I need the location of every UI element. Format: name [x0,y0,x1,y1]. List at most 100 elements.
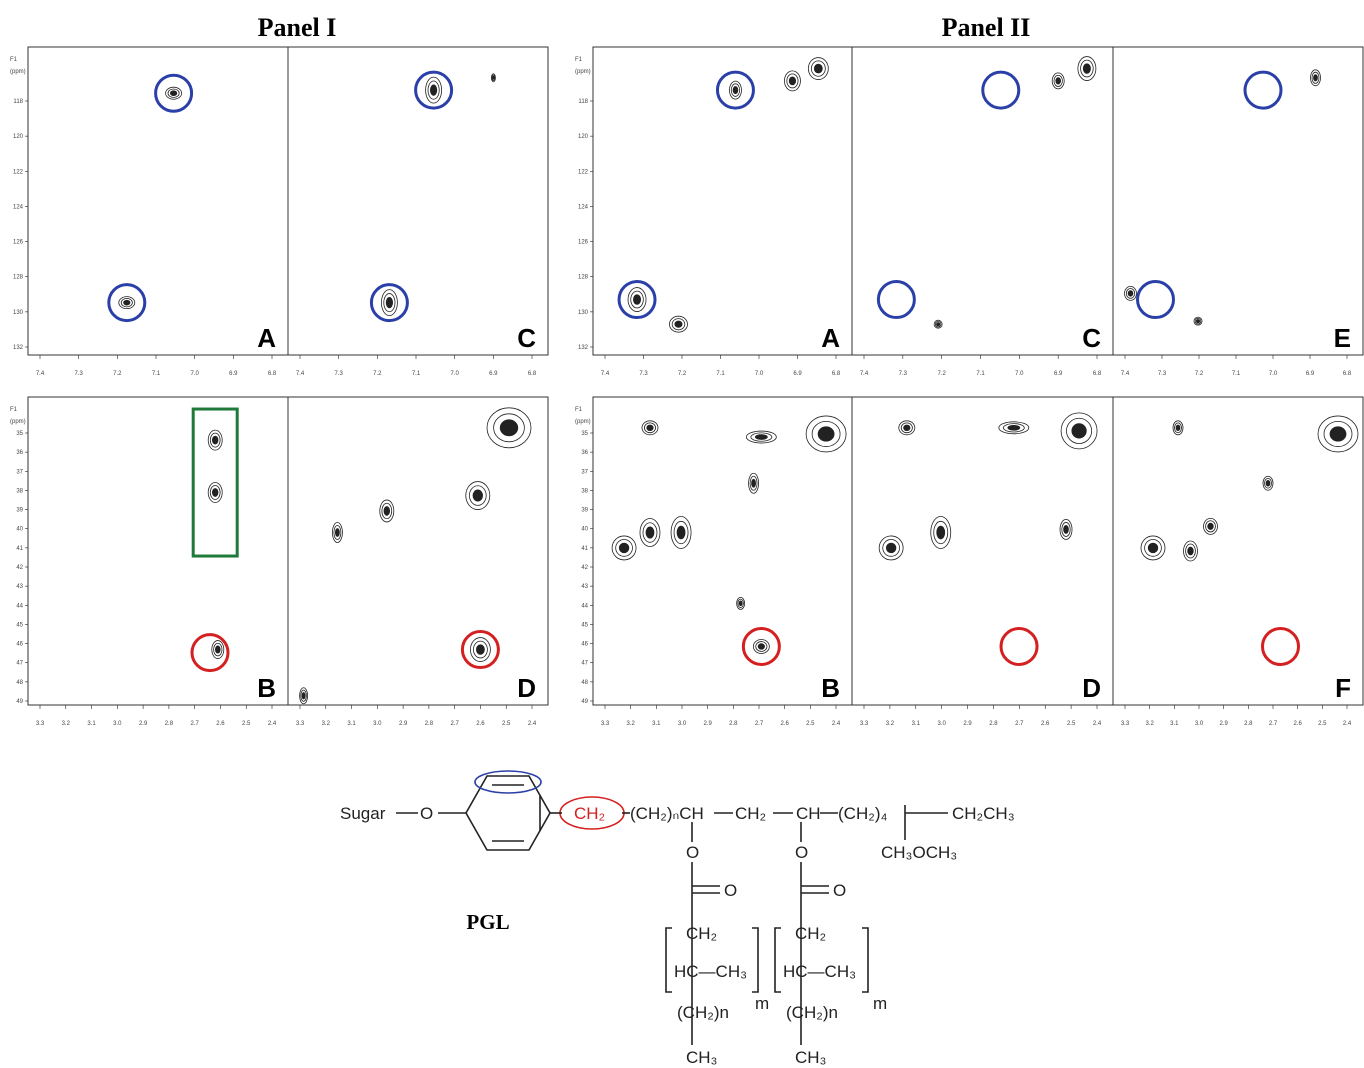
contour [170,91,176,96]
chem-label: CH₃ [795,1048,826,1067]
x-tick-label: 2.7 [1015,721,1024,727]
x-tick-label: 3.3 [36,721,45,727]
x-tick-label: 7.3 [639,371,648,377]
spectrum-panel [28,397,288,705]
x-tick-label: 2.9 [963,721,972,727]
x-tick-label: 2.8 [425,721,434,727]
spectrum-panel [288,47,548,355]
x-tick-label: 7.0 [190,371,199,377]
x-tick-label: 3.1 [652,721,661,727]
contour [739,601,742,606]
x-tick-label: 2.7 [755,721,764,727]
chem-label: CH₂ [686,924,717,943]
x-tick-label: 7.2 [1195,371,1204,377]
x-tick-label: 2.7 [450,721,459,727]
y-tick-label: 36 [16,450,23,456]
panel-letter: B [821,673,840,703]
panel-letter: D [517,673,536,703]
contour [633,295,640,305]
highlight-circle [1245,72,1281,108]
x-tick-label: 2.4 [268,721,277,727]
x-tick-label: 3.3 [601,721,610,727]
x-tick-label: 6.9 [793,371,802,377]
y-tick-label: 41 [581,546,588,552]
chem-label: CH₃OCH₃ [881,843,957,862]
panel-title: Panel II [942,13,1031,42]
y-tick-label: 40 [581,527,588,533]
chem-label: (CH₂)₄ [838,804,887,823]
chem-label: CH₃ [686,1048,717,1067]
x-tick-label: 7.3 [74,371,83,377]
chem-label: CH₂ [735,804,766,823]
contour [937,526,945,539]
panel-title: Panel I [258,13,337,42]
x-tick-label: 7.3 [1158,371,1167,377]
x-tick-label: 7.0 [450,371,459,377]
y-tick-label: 48 [581,680,588,686]
x-tick-label: 2.8 [165,721,174,727]
x-tick-label: 2.5 [242,721,251,727]
y-unit: (ppm) [575,69,591,75]
chem-label: CH₂ [574,804,605,823]
contour [384,507,390,516]
chem-label: O [724,881,737,900]
y-tick-label: 128 [13,275,24,281]
contour [904,425,910,431]
y-tick-label: 39 [581,508,588,514]
x-tick-label: 3.2 [886,721,895,727]
y-unit: F1 [10,407,18,413]
contour [1064,525,1069,533]
y-tick-label: 38 [16,488,23,494]
x-tick-label: 3.2 [322,721,331,727]
x-tick-label: 2.8 [989,721,998,727]
x-tick-label: 2.4 [832,721,841,727]
chem-label: CH [796,804,821,823]
y-tick-label: 47 [581,661,588,667]
y-unit: (ppm) [575,419,591,425]
contour [619,543,629,553]
contour [646,527,654,538]
x-tick-label: 3.1 [912,721,921,727]
y-tick-label: 122 [578,169,589,175]
contour [1330,427,1346,441]
chem-label: (CH₂)n [786,1003,838,1022]
contour [430,85,436,95]
x-tick-label: 7.4 [36,371,45,377]
highlight-circle [1001,628,1037,664]
x-tick-label: 2.6 [476,721,485,727]
x-tick-label: 2.8 [729,721,738,727]
contour [733,87,738,94]
contour [937,323,940,326]
y-tick-label: 35 [16,431,23,437]
x-tick-label: 3.3 [860,721,869,727]
x-tick-label: 2.4 [1093,721,1102,727]
contour [335,529,339,537]
y-tick-label: 130 [13,310,24,316]
panel-letter: B [257,673,276,703]
x-tick-label: 3.1 [347,721,356,727]
x-tick-label: 2.6 [780,721,789,727]
contour [302,693,305,699]
x-tick-label: 2.9 [1219,721,1228,727]
x-tick-label: 3.3 [296,721,305,727]
contour [755,435,767,440]
chem-label: Sugar [340,804,386,823]
y-tick-label: 37 [16,469,23,475]
panel-letter: E [1334,323,1351,353]
x-tick-label: 6.9 [1054,371,1063,377]
contour [215,646,220,653]
highlight-circle [192,635,228,671]
y-tick-label: 128 [578,275,589,281]
contour [1266,480,1270,486]
contour [886,543,896,553]
y-tick-label: 42 [581,565,588,571]
x-tick-label: 2.7 [1269,721,1278,727]
chem-label: O [795,843,808,862]
x-tick-label: 2.9 [399,721,408,727]
x-tick-label: 6.8 [832,371,841,377]
x-tick-label: 7.4 [296,371,305,377]
contour [493,76,495,79]
x-tick-label: 6.8 [1093,371,1102,377]
chem-label: m [755,994,769,1013]
x-tick-label: 6.9 [229,371,238,377]
